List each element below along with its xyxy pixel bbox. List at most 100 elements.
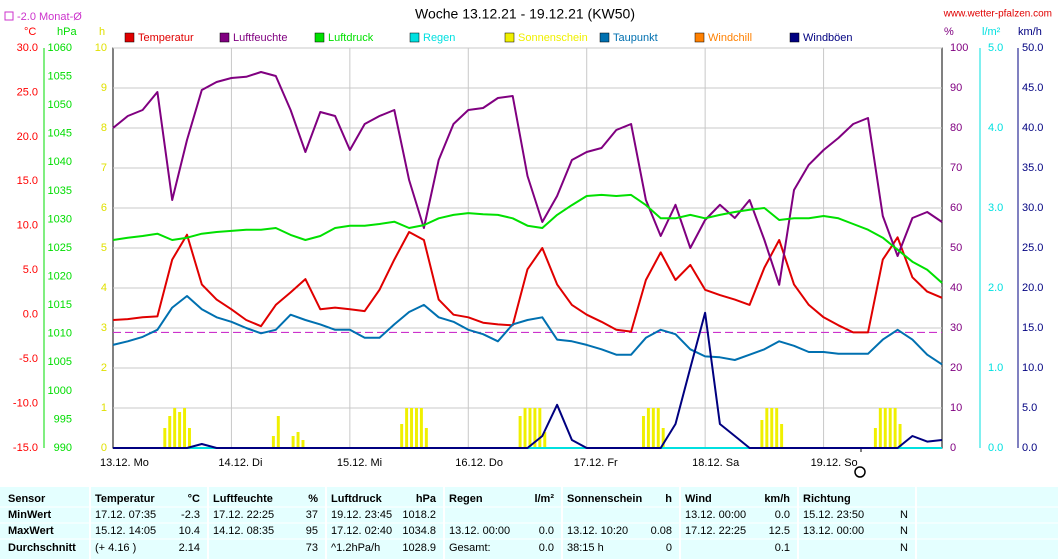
sunshine-bar — [518, 416, 522, 448]
sunshine-bar — [163, 428, 167, 448]
series-line — [112, 71, 943, 286]
table-cell: 73 — [306, 542, 318, 554]
y-tick-label: 60 — [950, 202, 962, 214]
legend-swatch — [789, 32, 800, 43]
sunshine-bar — [543, 432, 547, 448]
axis-unit: h — [99, 26, 105, 38]
sunshine-bar — [898, 424, 902, 448]
y-tick-label: 40 — [950, 282, 962, 294]
y-tick-label: 15.0 — [17, 175, 38, 187]
x-tick-label: 14.12. Di — [218, 457, 262, 469]
y-tick-label: 995 — [54, 413, 72, 425]
table-cell: 2.14 — [179, 542, 200, 554]
y-tick-label: 50.0 — [1022, 42, 1043, 54]
table-cell: 1034.8 — [402, 525, 436, 537]
sunshine-bar — [405, 408, 409, 448]
legend-label: Luftdruck — [328, 32, 374, 44]
legend-label: Taupunkt — [613, 32, 658, 44]
y-tick-label: 40.0 — [1022, 122, 1043, 134]
table-cell: 38:15 h — [567, 542, 604, 554]
sunshine-bar — [188, 428, 191, 448]
legend-swatch — [314, 32, 325, 43]
table-cell: Sonnenschein — [567, 493, 642, 505]
y-tick-label: 20 — [950, 362, 962, 374]
legend-label: Windchill — [708, 32, 752, 44]
y-tick-label: 5 — [101, 242, 107, 254]
sunshine-bar — [651, 408, 655, 448]
y-tick-label: 30.0 — [17, 42, 38, 54]
table-cell: 13.12. 10:20 — [567, 525, 628, 537]
legend-label: Windböen — [803, 32, 853, 44]
table-cell: -2.3 — [181, 509, 200, 521]
table-cell: (+ 4.16 ) — [95, 542, 136, 554]
series-line — [112, 193, 943, 284]
y-tick-label: 1010 — [48, 328, 72, 340]
table-cell: 17.12. 22:25 — [213, 509, 274, 521]
table-cell: Wind — [685, 493, 712, 505]
legend-label: Luftfeuchte — [233, 32, 287, 44]
y-tick-label: 35.0 — [1022, 162, 1043, 174]
axis-unit: hPa — [57, 26, 77, 38]
y-tick-label: 30.0 — [1022, 202, 1043, 214]
table-cell: MinWert — [8, 509, 52, 521]
y-tick-label: 1015 — [48, 299, 72, 311]
table-cell: 0 — [666, 542, 672, 554]
sunshine-bar — [183, 408, 187, 448]
y-tick-label: 3.0 — [988, 202, 1003, 214]
y-tick-label: 1045 — [48, 128, 72, 140]
sunshine-bar — [538, 408, 542, 448]
legend-label: Temperatur — [138, 32, 194, 44]
table-cell: 19.12. 23:45 — [331, 509, 392, 521]
table-cell: 1018.2 — [402, 509, 436, 521]
y-tick-label: 0.0 — [23, 309, 38, 321]
table-cell: km/h — [764, 493, 790, 505]
y-tick-label: 1000 — [48, 385, 72, 397]
sunshine-bar — [276, 416, 280, 448]
y-tick-label: 10.0 — [17, 220, 38, 232]
table-cell: 10.4 — [179, 525, 200, 537]
y-tick-label: 1055 — [48, 70, 72, 82]
average-label: -2.0 Monat-Ø — [17, 11, 82, 23]
series-line — [112, 295, 943, 366]
sunshine-bar — [770, 408, 774, 448]
y-tick-label: 1020 — [48, 270, 72, 282]
sunshine-bar — [641, 416, 645, 448]
y-tick-label: 25.0 — [17, 86, 38, 98]
y-tick-label: 70 — [950, 162, 962, 174]
x-tick-label: 15.12. Mi — [337, 457, 382, 469]
y-tick-label: 20.0 — [17, 131, 38, 143]
marker-icon — [854, 466, 866, 478]
y-tick-label: -15.0 — [13, 442, 38, 454]
sunshine-bar — [400, 424, 404, 448]
average-icon — [4, 11, 14, 21]
y-tick-label: 10 — [95, 42, 107, 54]
axis-unit: l/m² — [982, 26, 1001, 38]
y-tick-label: 990 — [54, 442, 72, 454]
y-tick-label: 2 — [101, 362, 107, 374]
y-tick-label: 25.0 — [1022, 242, 1043, 254]
y-tick-label: 20.0 — [1022, 282, 1043, 294]
table-cell: 17.12. 22:25 — [685, 525, 746, 537]
chart-title: Woche 13.12.21 - 19.12.21 (KW50) — [415, 6, 635, 22]
table-cell: Gesamt: — [449, 542, 491, 554]
y-tick-label: 1005 — [48, 356, 72, 368]
y-tick-label: 0.0 — [988, 442, 1003, 454]
sunshine-bar — [410, 408, 414, 448]
y-tick-label: 80 — [950, 122, 962, 134]
table-cell: MaxWert — [8, 525, 54, 537]
y-tick-label: 1.0 — [988, 362, 1003, 374]
y-tick-label: 8 — [101, 122, 107, 134]
y-tick-label: 1060 — [48, 42, 72, 54]
sunshine-bar — [301, 440, 305, 448]
table-cell: 13.12. 00:00 — [685, 509, 746, 521]
sunshine-bar — [661, 428, 665, 448]
sunshine-bar — [414, 408, 418, 448]
sunshine-bar — [533, 408, 537, 448]
legend-swatch — [504, 32, 515, 43]
table-cell: 37 — [306, 509, 318, 521]
sunshine-bar — [424, 428, 428, 448]
table-cell: 17.12. 02:40 — [331, 525, 392, 537]
table-cell: Richtung — [803, 493, 851, 505]
sunshine-bar — [168, 416, 172, 448]
